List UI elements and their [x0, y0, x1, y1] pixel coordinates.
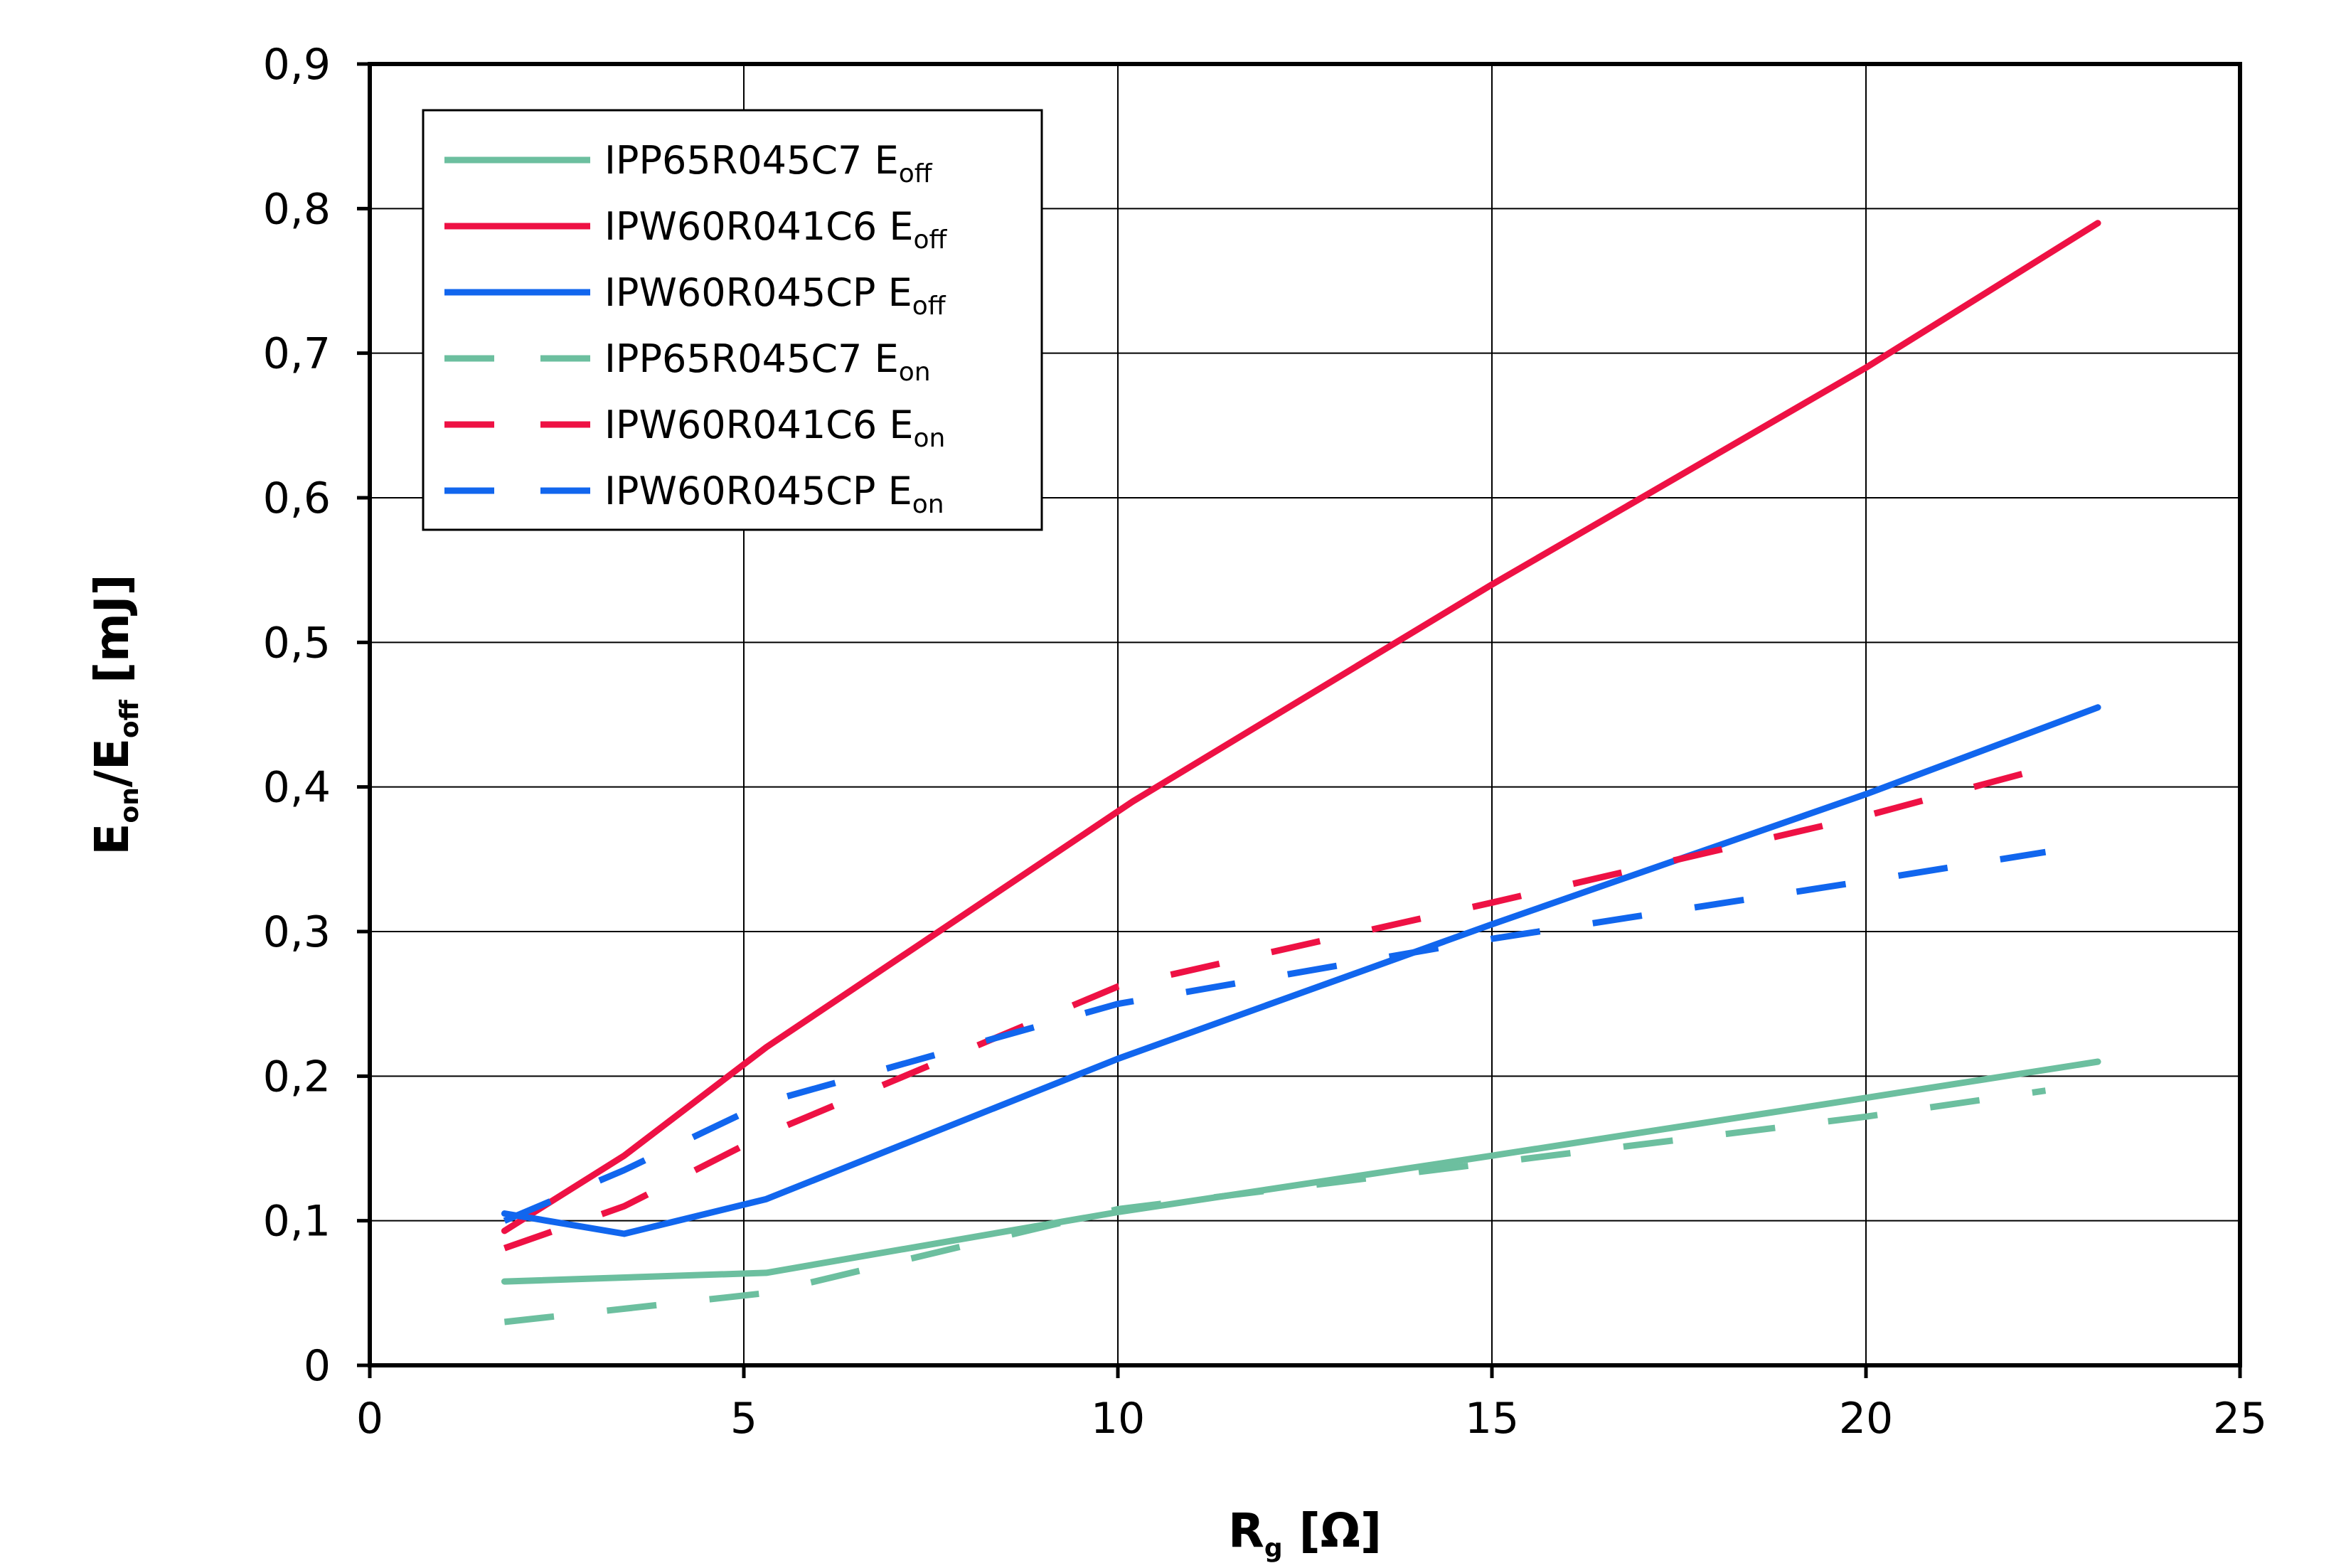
legend-label-main: IPW60R045CP E [604, 270, 912, 315]
x-tick-label: 5 [730, 1394, 757, 1444]
legend-label: IPW60R045CP Eon [604, 469, 944, 519]
y-tick-label: 0,9 [263, 40, 331, 90]
series-line [501, 220, 2101, 1234]
legend-box [422, 109, 1043, 531]
plot-frame [368, 62, 2242, 1367]
y-tick-label: 0,1 [263, 1197, 331, 1247]
x-tick-label: 25 [2213, 1394, 2267, 1444]
x-axis-title-main: R [1228, 1503, 1264, 1558]
y-tick-label: 0,3 [263, 907, 331, 957]
series-line [503, 1087, 2047, 1326]
x-axis-title: Rg [Ω] [1228, 1503, 1382, 1563]
series-line [501, 704, 2101, 1237]
y-axis-title-s2: off [115, 699, 144, 738]
y-axis-title: Eon/Eoff [mJ] [85, 574, 144, 855]
legend-label-main: IPP65R045C7 E [604, 138, 899, 183]
x-tick-label: 10 [1091, 1394, 1145, 1444]
legend-label-sub: on [914, 424, 946, 453]
legend-label-main: IPP65R045C7 E [604, 336, 899, 381]
y-tick-label: 0,7 [263, 329, 331, 379]
y-axis-title-s1: on [115, 787, 144, 823]
x-axis-title-sub: g [1264, 1534, 1283, 1563]
x-tick-label: 15 [1465, 1394, 1519, 1444]
legend-label-sub: off [899, 159, 933, 188]
legend-label: IPW60R041C6 Eon [604, 402, 945, 453]
legend-label-main: IPW60R041C6 E [604, 402, 914, 447]
x-tick-label: 0 [356, 1394, 383, 1444]
y-axis-title-rest: [mJ] [85, 574, 139, 700]
y-tick-label: 0,4 [263, 763, 331, 813]
legend-label: IPP65R045C7 Eon [604, 336, 931, 387]
axis-ticks: 0 5 10 15 20 25 0 0,1 0,2 0,3 0,4 0,5 0,6 0,7 0,8 0,9 [263, 40, 2268, 1444]
legend-label-sub: on [912, 490, 944, 519]
y-axis-title-p1: E [85, 823, 139, 855]
series-line [503, 848, 2047, 1224]
x-tick-label: 20 [1839, 1394, 1893, 1444]
legend-label: IPP65R045C7 Eoff [604, 138, 933, 188]
series-line [503, 766, 2039, 1252]
legend-label: IPW60R041C6 Eoff [604, 204, 948, 255]
legend-label-main: IPW60R045CP E [604, 469, 912, 513]
y-tick-label: 0 [304, 1341, 331, 1391]
legend-label-sub: off [912, 292, 946, 321]
y-tick-label: 0,6 [263, 474, 331, 523]
legend-label: IPW60R045CP Eoff [604, 270, 946, 321]
y-tick-label: 0,2 [263, 1052, 331, 1102]
series-line [501, 1058, 2101, 1285]
x-axis-title-rest: [Ω] [1283, 1503, 1382, 1558]
series-lines [501, 220, 2101, 1326]
legend-label-sub: on [899, 358, 931, 387]
y-tick-label: 0,5 [263, 618, 331, 668]
y-tick-label: 0,8 [263, 184, 331, 234]
y-axis-title-p2: /E [85, 738, 139, 787]
legend-label-sub: off [914, 225, 948, 255]
legend-label-main: IPW60R041C6 E [604, 204, 914, 249]
